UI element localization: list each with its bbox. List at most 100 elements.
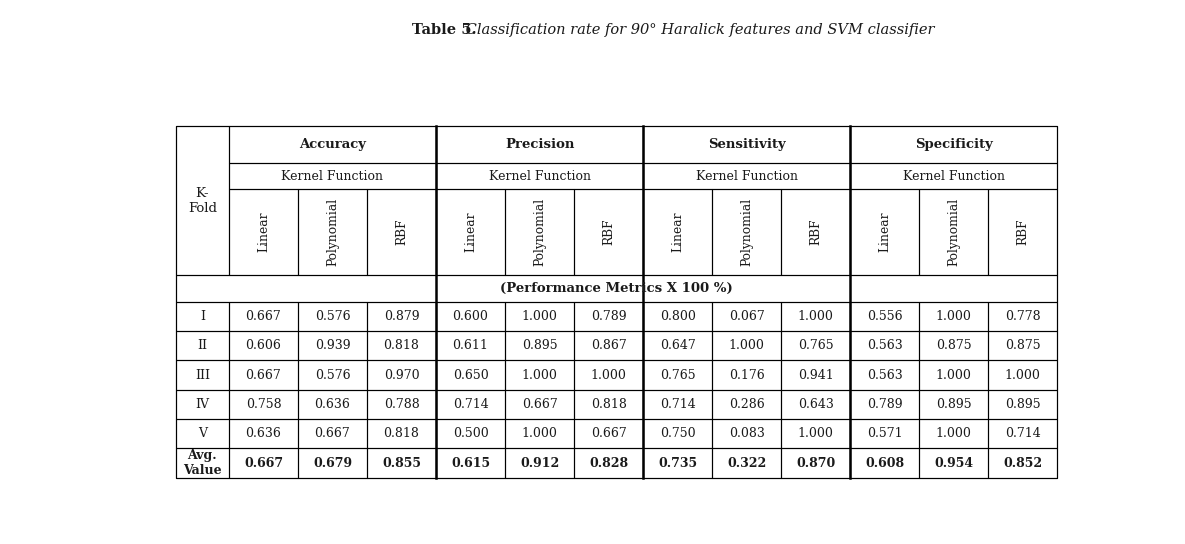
Text: 0.322: 0.322 — [728, 456, 767, 469]
Text: 0.667: 0.667 — [245, 310, 281, 323]
Bar — [920, 331, 988, 360]
Text: K-
Fold: K- Fold — [187, 187, 217, 214]
Text: 0.714: 0.714 — [1005, 427, 1040, 440]
Bar — [297, 419, 367, 448]
Text: 0.500: 0.500 — [453, 427, 488, 440]
Text: Classification rate for 90° Haralick features and SVM classifier: Classification rate for 90° Haralick fea… — [461, 23, 935, 37]
Bar — [229, 189, 297, 275]
Text: 0.563: 0.563 — [867, 368, 903, 381]
Bar — [436, 360, 505, 390]
Text: 0.647: 0.647 — [660, 339, 696, 352]
Bar — [712, 360, 781, 390]
Bar — [643, 360, 712, 390]
Bar — [850, 390, 920, 419]
Text: Kernel Function: Kernel Function — [282, 170, 384, 183]
Text: 0.576: 0.576 — [315, 368, 351, 381]
Text: III: III — [194, 368, 210, 381]
Text: 0.867: 0.867 — [591, 339, 627, 352]
Text: Polynomial: Polynomial — [326, 198, 339, 266]
Bar — [297, 301, 367, 331]
Bar — [988, 390, 1057, 419]
Text: I: I — [200, 310, 205, 323]
Text: RBF: RBF — [395, 219, 408, 245]
Text: 0.939: 0.939 — [315, 339, 351, 352]
Bar — [850, 448, 920, 478]
Text: 0.600: 0.600 — [453, 310, 488, 323]
Bar — [367, 331, 436, 360]
Bar — [367, 390, 436, 419]
Bar — [712, 390, 781, 419]
Text: 1.000: 1.000 — [936, 368, 972, 381]
Bar — [574, 189, 643, 275]
Bar — [229, 360, 297, 390]
Bar — [920, 189, 988, 275]
Text: 0.563: 0.563 — [867, 339, 903, 352]
Bar — [505, 331, 574, 360]
Text: IV: IV — [196, 398, 210, 411]
Text: 1.000: 1.000 — [798, 427, 833, 440]
Text: 0.852: 0.852 — [1004, 456, 1043, 469]
Text: 0.636: 0.636 — [314, 398, 351, 411]
Text: 0.615: 0.615 — [451, 456, 491, 469]
Bar — [175, 301, 229, 331]
Bar — [643, 331, 712, 360]
Text: Linear: Linear — [465, 212, 478, 252]
Bar — [175, 275, 1057, 301]
Bar — [436, 390, 505, 419]
Text: 0.667: 0.667 — [521, 398, 557, 411]
Bar — [175, 360, 229, 390]
Text: II: II — [198, 339, 207, 352]
Text: 0.571: 0.571 — [867, 427, 903, 440]
Bar — [367, 448, 436, 478]
Text: 0.667: 0.667 — [591, 427, 627, 440]
Bar — [643, 189, 712, 275]
Text: Specificity: Specificity — [915, 138, 993, 151]
Bar — [574, 360, 643, 390]
Bar — [643, 448, 712, 478]
Text: 1.000: 1.000 — [1005, 368, 1040, 381]
Bar — [781, 419, 850, 448]
Bar — [988, 448, 1057, 478]
Text: 0.879: 0.879 — [384, 310, 419, 323]
Text: 0.789: 0.789 — [591, 310, 627, 323]
Bar — [436, 448, 505, 478]
Bar — [781, 301, 850, 331]
Text: 0.636: 0.636 — [245, 427, 281, 440]
Bar — [297, 448, 367, 478]
Text: 1.000: 1.000 — [590, 368, 627, 381]
Bar — [505, 448, 574, 478]
Bar — [436, 126, 643, 163]
Bar — [175, 390, 229, 419]
Text: 0.828: 0.828 — [589, 456, 628, 469]
Bar — [920, 448, 988, 478]
Text: 0.576: 0.576 — [315, 310, 351, 323]
Text: Kernel Function: Kernel Function — [696, 170, 798, 183]
Bar — [297, 360, 367, 390]
Text: Linear: Linear — [671, 212, 684, 252]
Bar — [367, 189, 436, 275]
Text: Avg.
Value: Avg. Value — [182, 449, 222, 477]
Bar — [436, 419, 505, 448]
Text: 0.750: 0.750 — [660, 427, 696, 440]
Text: 1.000: 1.000 — [729, 339, 764, 352]
Bar — [505, 189, 574, 275]
Bar — [781, 189, 850, 275]
Text: 0.679: 0.679 — [313, 456, 352, 469]
Text: 0.067: 0.067 — [729, 310, 764, 323]
Text: Polynomial: Polynomial — [533, 198, 546, 266]
Text: RBF: RBF — [1017, 219, 1030, 245]
Bar — [643, 419, 712, 448]
Text: 0.606: 0.606 — [245, 339, 281, 352]
Bar — [229, 419, 297, 448]
Text: 0.714: 0.714 — [660, 398, 696, 411]
Bar — [712, 301, 781, 331]
Text: 0.286: 0.286 — [729, 398, 764, 411]
Text: 0.895: 0.895 — [1005, 398, 1040, 411]
Bar — [574, 390, 643, 419]
Text: 0.870: 0.870 — [796, 456, 835, 469]
Bar — [850, 419, 920, 448]
Text: 1.000: 1.000 — [936, 310, 972, 323]
Bar — [988, 189, 1057, 275]
Text: 0.789: 0.789 — [867, 398, 903, 411]
Text: Table 5.: Table 5. — [412, 23, 476, 37]
